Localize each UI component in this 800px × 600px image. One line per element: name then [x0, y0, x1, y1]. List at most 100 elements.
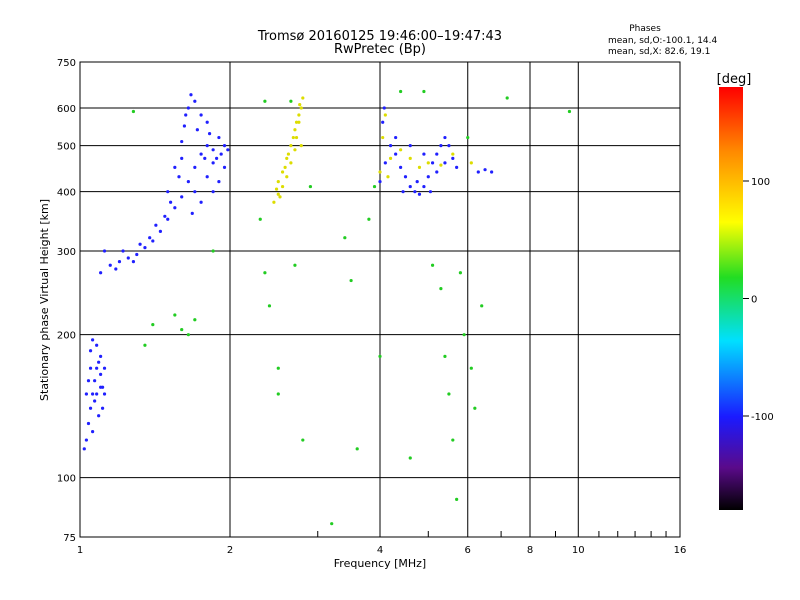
data-point	[386, 175, 390, 179]
data-point	[91, 338, 95, 342]
data-point	[301, 96, 305, 100]
data-point	[280, 184, 285, 189]
data-point	[99, 354, 103, 358]
plot-frame	[79, 61, 681, 538]
data-point	[451, 438, 455, 442]
data-point	[135, 252, 139, 257]
data-point	[195, 128, 199, 132]
data-point	[180, 156, 184, 161]
data-point	[199, 113, 203, 117]
x-tick-label: 2	[227, 545, 233, 556]
data-point	[173, 165, 177, 169]
data-point	[99, 271, 103, 275]
y-tick-label: 300	[57, 247, 76, 258]
data-point	[267, 304, 272, 308]
data-point	[186, 333, 190, 337]
data-point	[226, 148, 230, 152]
data-point	[443, 354, 447, 358]
data-points	[82, 89, 572, 526]
data-point	[102, 392, 107, 396]
data-point	[399, 148, 403, 152]
data-point	[207, 132, 212, 136]
data-point	[408, 144, 412, 148]
data-point	[173, 313, 177, 317]
data-point	[455, 165, 459, 169]
data-point	[443, 135, 447, 140]
data-point	[193, 318, 197, 322]
colorbar-tick-label: -100	[751, 412, 774, 423]
data-point	[426, 175, 430, 179]
data-point	[567, 109, 572, 114]
data-point	[422, 184, 426, 189]
data-point	[283, 165, 287, 169]
data-point	[298, 103, 302, 107]
data-point	[483, 168, 487, 172]
data-point	[154, 223, 158, 227]
data-point	[182, 124, 186, 128]
colorbar-ticks: 100 0 -100	[743, 177, 774, 423]
data-point	[289, 99, 293, 103]
data-point	[330, 522, 334, 526]
x-tick-label: 16	[674, 545, 687, 556]
grid	[79, 61, 681, 538]
data-point	[117, 260, 122, 264]
data-point	[173, 206, 177, 210]
data-point	[151, 239, 155, 243]
y-tick-label: 200	[57, 331, 76, 342]
data-point	[408, 184, 412, 189]
data-point	[82, 447, 86, 451]
data-point	[102, 366, 107, 370]
data-point	[91, 430, 95, 434]
data-point	[97, 414, 101, 418]
data-point	[462, 333, 466, 337]
data-point	[180, 195, 184, 199]
data-point	[203, 156, 207, 161]
data-point	[186, 180, 190, 184]
data-point	[95, 343, 99, 347]
data-point	[381, 135, 385, 140]
y-tick-label: 75	[63, 533, 76, 544]
data-point	[108, 263, 112, 267]
data-point	[193, 165, 197, 169]
data-point	[408, 456, 412, 460]
data-point	[278, 195, 282, 199]
data-point	[308, 184, 313, 189]
data-point	[289, 161, 293, 165]
colorbar-label: [deg]	[717, 72, 752, 87]
data-point	[276, 180, 280, 184]
data-point	[294, 135, 299, 140]
data-point	[169, 200, 173, 204]
data-point	[473, 406, 477, 410]
data-point	[217, 135, 221, 140]
chart-title: Tromsø 20160125 19:46:00–19:47:43	[257, 29, 502, 44]
data-point	[399, 89, 403, 94]
data-point	[291, 135, 295, 140]
data-point	[401, 190, 405, 194]
data-point	[426, 161, 430, 165]
data-point	[93, 399, 97, 403]
x-tick-label: 10	[572, 545, 585, 556]
legend-line-o: mean, sd,O:-100.1, 14.4	[608, 36, 718, 46]
data-point	[217, 180, 221, 184]
data-point	[349, 278, 353, 283]
data-point	[272, 200, 276, 204]
data-point	[417, 192, 422, 196]
colorbar	[719, 87, 743, 510]
data-point	[84, 392, 88, 396]
data-point	[372, 184, 377, 189]
data-point	[293, 263, 297, 267]
data-point	[299, 106, 303, 110]
data-point	[447, 144, 451, 148]
data-point	[378, 180, 382, 184]
data-point	[215, 156, 219, 161]
data-point	[294, 120, 299, 124]
data-point	[451, 156, 455, 161]
legend-line-x: mean, sd,X: 82.6, 19.1	[608, 47, 710, 57]
data-point	[166, 217, 170, 221]
data-point	[148, 236, 152, 240]
x-tick-label: 4	[377, 545, 383, 556]
data-point	[443, 161, 447, 165]
data-point	[222, 144, 227, 148]
data-point	[88, 406, 93, 410]
data-point	[408, 156, 412, 161]
